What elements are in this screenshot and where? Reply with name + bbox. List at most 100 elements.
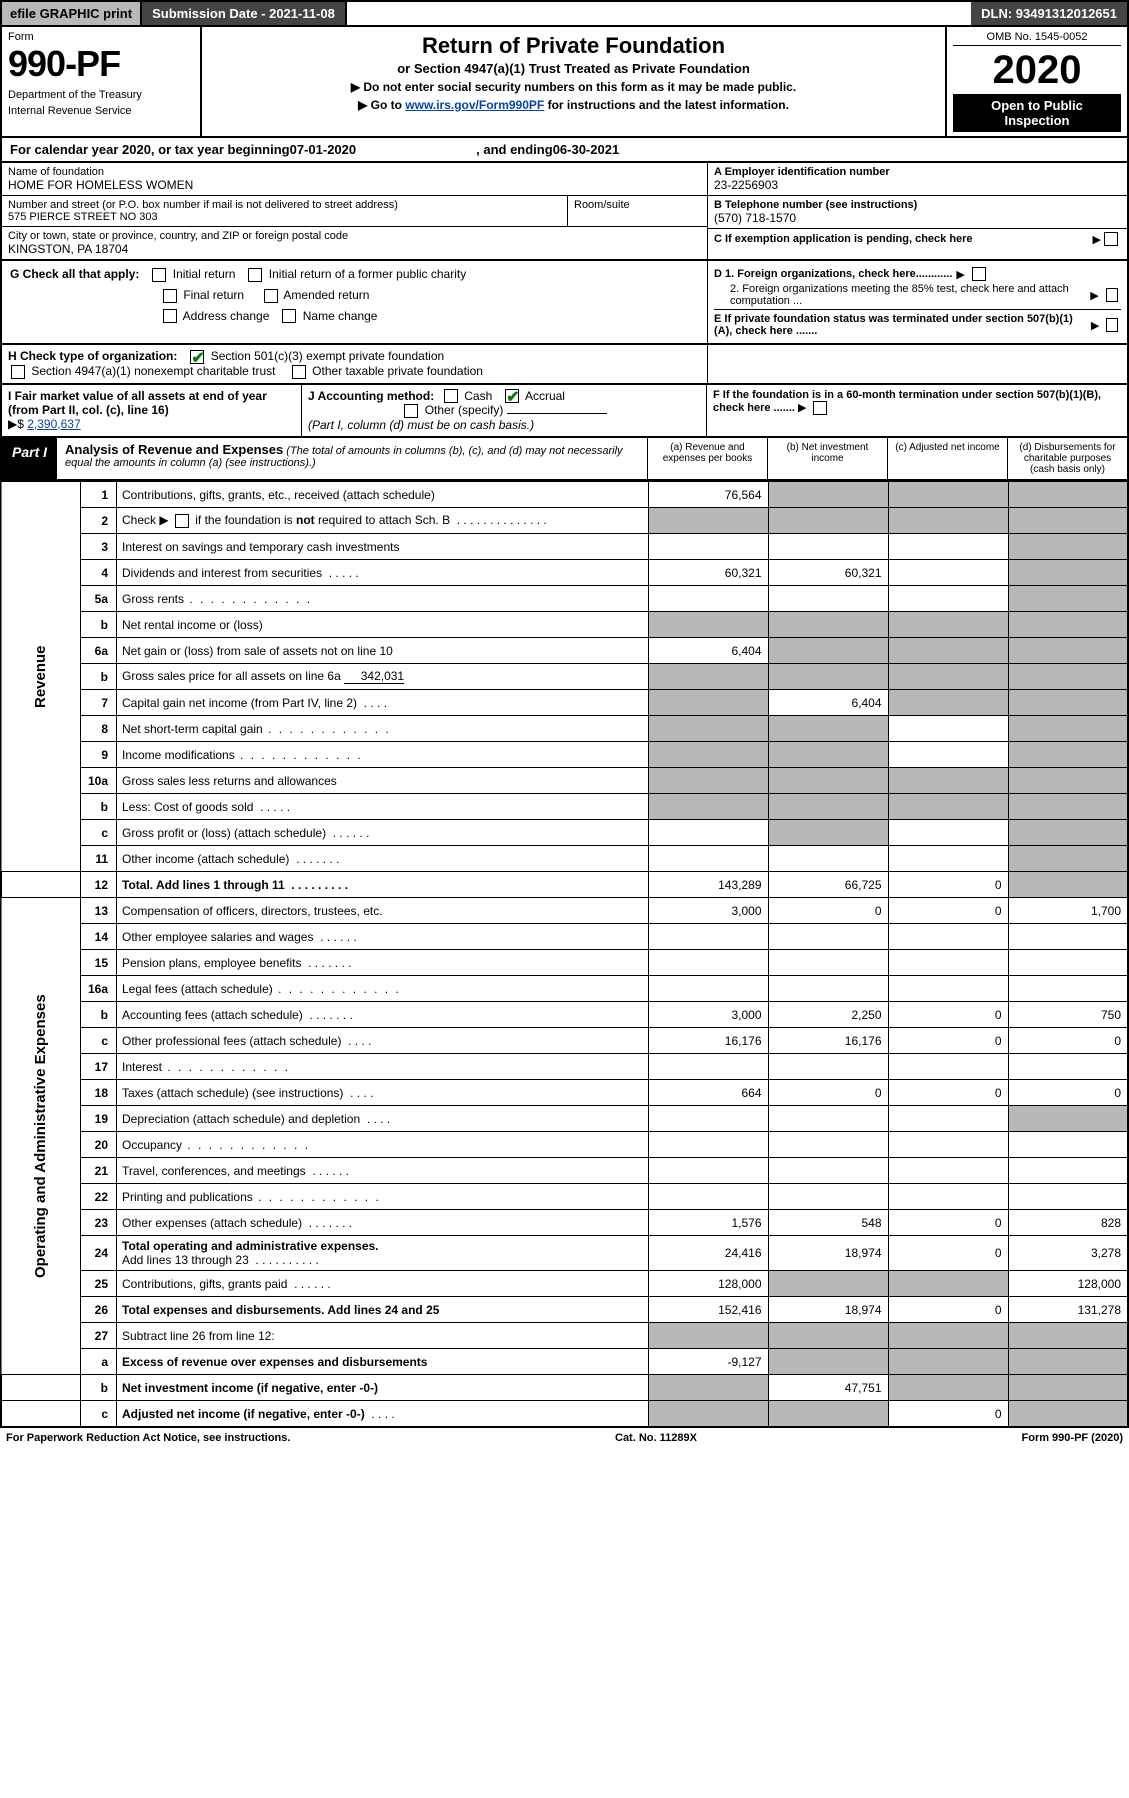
row-desc: Excess of revenue over expenses and disb…	[117, 1349, 649, 1375]
name-label: Name of foundation	[8, 166, 701, 178]
d1-label: D 1. Foreign organizations, check here..…	[714, 268, 952, 280]
cell-b: 18,974	[768, 1236, 888, 1271]
revenue-side-label: Revenue	[1, 482, 81, 872]
exemption-checkbox[interactable]	[1104, 232, 1118, 246]
row-num: 15	[81, 950, 117, 976]
row-desc: Other expenses (attach schedule) . . . .…	[117, 1210, 649, 1236]
table-row: 18 Taxes (attach schedule) (see instruct…	[1, 1080, 1128, 1106]
table-row: b Net rental income or (loss)	[1, 612, 1128, 638]
irs-link[interactable]: www.irs.gov/Form990PF	[405, 98, 544, 112]
cell-c: 0	[888, 898, 1008, 924]
cb-amended[interactable]	[264, 289, 278, 303]
paperwork-notice: For Paperwork Reduction Act Notice, see …	[6, 1432, 290, 1444]
h-other: Other taxable private foundation	[312, 364, 483, 378]
cell-c: 0	[888, 1210, 1008, 1236]
row-desc: Taxes (attach schedule) (see instruction…	[117, 1080, 649, 1106]
table-row: c Adjusted net income (if negative, ente…	[1, 1401, 1128, 1427]
cb-initial-pc[interactable]	[248, 268, 262, 282]
table-row: Revenue 1 Contributions, gifts, grants, …	[1, 482, 1128, 508]
row-desc: Compensation of officers, directors, tru…	[117, 898, 649, 924]
table-row: 12 Total. Add lines 1 through 11 . . . .…	[1, 872, 1128, 898]
row-num: 23	[81, 1210, 117, 1236]
row-desc: Printing and publications	[117, 1184, 649, 1210]
row-desc: Accounting fees (attach schedule) . . . …	[117, 1002, 649, 1028]
cb-f[interactable]	[813, 401, 827, 415]
irs-label: Internal Revenue Service	[8, 105, 194, 117]
row-desc: Gross rents	[117, 586, 649, 612]
dept-treasury: Department of the Treasury	[8, 89, 194, 101]
row-num: 25	[81, 1271, 117, 1297]
j-accrual: Accrual	[525, 389, 565, 403]
cb-addr[interactable]	[163, 309, 177, 323]
part1-title: Analysis of Revenue and Expenses	[65, 442, 283, 457]
table-row: 21 Travel, conferences, and meetings . .…	[1, 1158, 1128, 1184]
ein-label: A Employer identification number	[714, 166, 1121, 178]
table-row: b Accounting fees (attach schedule) . . …	[1, 1002, 1128, 1028]
row-num: 16a	[81, 976, 117, 1002]
row-num: c	[81, 820, 117, 846]
table-row: 17 Interest	[1, 1054, 1128, 1080]
table-row: 11 Other income (attach schedule) . . . …	[1, 846, 1128, 872]
cell-b: 0	[768, 1080, 888, 1106]
table-row: 8 Net short-term capital gain	[1, 716, 1128, 742]
row-desc: Other professional fees (attach schedule…	[117, 1028, 649, 1054]
cell-a: 3,000	[648, 898, 768, 924]
cb-other-tax[interactable]	[292, 365, 306, 379]
note2-pre: ▶ Go to	[358, 98, 405, 112]
cb-d2[interactable]	[1106, 288, 1118, 302]
open-inspection: Open to Public Inspection	[953, 94, 1121, 132]
row-desc: Net gain or (loss) from sale of assets n…	[117, 638, 649, 664]
row-desc: Less: Cost of goods sold . . . . .	[117, 794, 649, 820]
cell-a: 143,289	[648, 872, 768, 898]
arrow-icon: ▶	[1090, 289, 1098, 302]
cb-4947[interactable]	[11, 365, 25, 379]
row-desc: Subtract line 26 from line 12:	[117, 1323, 649, 1349]
cell-a: 60,321	[648, 560, 768, 586]
cell-b: 47,751	[768, 1375, 888, 1401]
row-desc: Total expenses and disbursements. Add li…	[117, 1297, 649, 1323]
cell-b: 66,725	[768, 872, 888, 898]
cb-accrual[interactable]	[505, 389, 519, 403]
row-desc: Legal fees (attach schedule)	[117, 976, 649, 1002]
cb-name[interactable]	[282, 309, 296, 323]
cell-d	[1008, 482, 1128, 508]
cb-d1[interactable]	[972, 267, 986, 281]
row-num: 1	[81, 482, 117, 508]
cb-501c3[interactable]	[190, 350, 204, 364]
table-row: 26 Total expenses and disbursements. Add…	[1, 1297, 1128, 1323]
arrow-icon: ▶	[1093, 233, 1101, 246]
table-row: 4 Dividends and interest from securities…	[1, 560, 1128, 586]
cell-d: 3,278	[1008, 1236, 1128, 1271]
cell-c: 0	[888, 1080, 1008, 1106]
cell-b: 0	[768, 898, 888, 924]
submission-date: Submission Date - 2021-11-08	[142, 2, 347, 25]
cell-a: 664	[648, 1080, 768, 1106]
cb-schb[interactable]	[175, 514, 189, 528]
cb-final[interactable]	[163, 289, 177, 303]
row-desc: Capital gain net income (from Part IV, l…	[117, 690, 649, 716]
row-num: 27	[81, 1323, 117, 1349]
exemption-pending-label: C If exemption application is pending, c…	[714, 233, 1093, 245]
cb-initial[interactable]	[152, 268, 166, 282]
cell-a: 24,416	[648, 1236, 768, 1271]
row-num: b	[81, 664, 117, 690]
calyear-prefix: For calendar year 2020, or tax year begi…	[10, 142, 290, 157]
row-desc: Interest on savings and temporary cash i…	[117, 534, 649, 560]
row-num: 24	[81, 1236, 117, 1271]
cell-c: 0	[888, 1028, 1008, 1054]
form-word: Form	[8, 31, 194, 43]
cb-cash[interactable]	[444, 389, 458, 403]
row-num: 11	[81, 846, 117, 872]
cell-a: -9,127	[648, 1349, 768, 1375]
cb-e[interactable]	[1106, 318, 1118, 332]
j-cash: Cash	[464, 389, 492, 403]
form-number: 990-PF	[8, 43, 194, 85]
row-num: 21	[81, 1158, 117, 1184]
table-row: 15 Pension plans, employee benefits . . …	[1, 950, 1128, 976]
i-label: I Fair market value of all assets at end…	[8, 389, 267, 417]
row-desc: Gross sales less returns and allowances	[117, 768, 649, 794]
row-desc: Other income (attach schedule) . . . . .…	[117, 846, 649, 872]
arrow-icon: ▶	[1091, 319, 1099, 332]
cb-j-other[interactable]	[404, 404, 418, 418]
fmv-value[interactable]: 2,390,637	[27, 417, 80, 431]
